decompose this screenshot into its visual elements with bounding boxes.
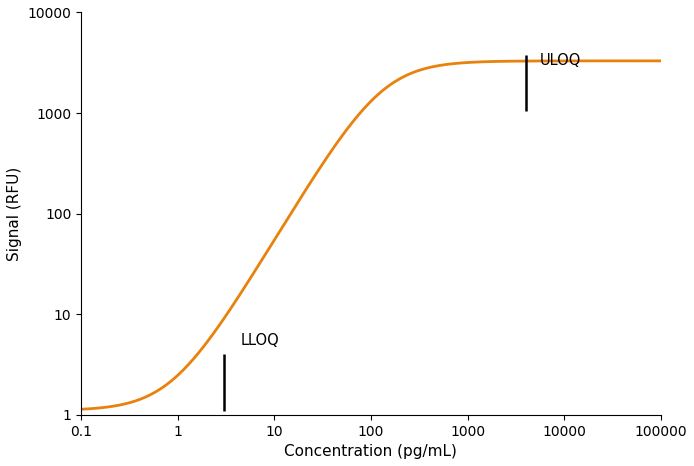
X-axis label: Concentration (pg/mL): Concentration (pg/mL) (285, 444, 457, 459)
Y-axis label: Signal (RFU): Signal (RFU) (7, 166, 22, 261)
Text: ULOQ: ULOQ (540, 53, 581, 68)
Text: LLOQ: LLOQ (241, 333, 280, 348)
